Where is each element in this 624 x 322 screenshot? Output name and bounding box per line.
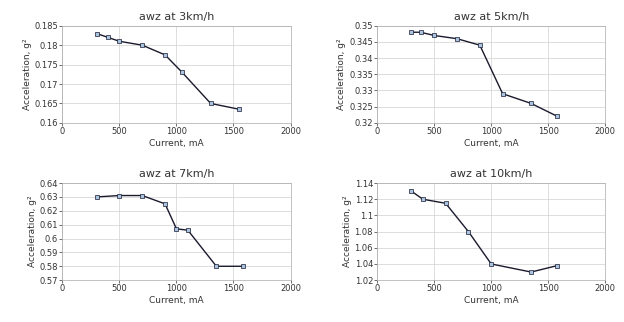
X-axis label: Current, mA: Current, mA [464, 139, 519, 148]
Title: awz at 5km/h: awz at 5km/h [454, 12, 529, 22]
Y-axis label: Acceleration, g²: Acceleration, g² [338, 39, 346, 110]
Title: awz at 10km/h: awz at 10km/h [450, 169, 532, 179]
X-axis label: Current, mA: Current, mA [149, 139, 204, 148]
X-axis label: Current, mA: Current, mA [149, 296, 204, 305]
Y-axis label: Acceleration, g²: Acceleration, g² [28, 196, 37, 267]
Y-axis label: Acceleration, g²: Acceleration, g² [343, 196, 352, 267]
Y-axis label: Acceleration, g²: Acceleration, g² [22, 39, 32, 110]
Title: awz at 7km/h: awz at 7km/h [139, 169, 214, 179]
X-axis label: Current, mA: Current, mA [464, 296, 519, 305]
Title: awz at 3km/h: awz at 3km/h [139, 12, 214, 22]
